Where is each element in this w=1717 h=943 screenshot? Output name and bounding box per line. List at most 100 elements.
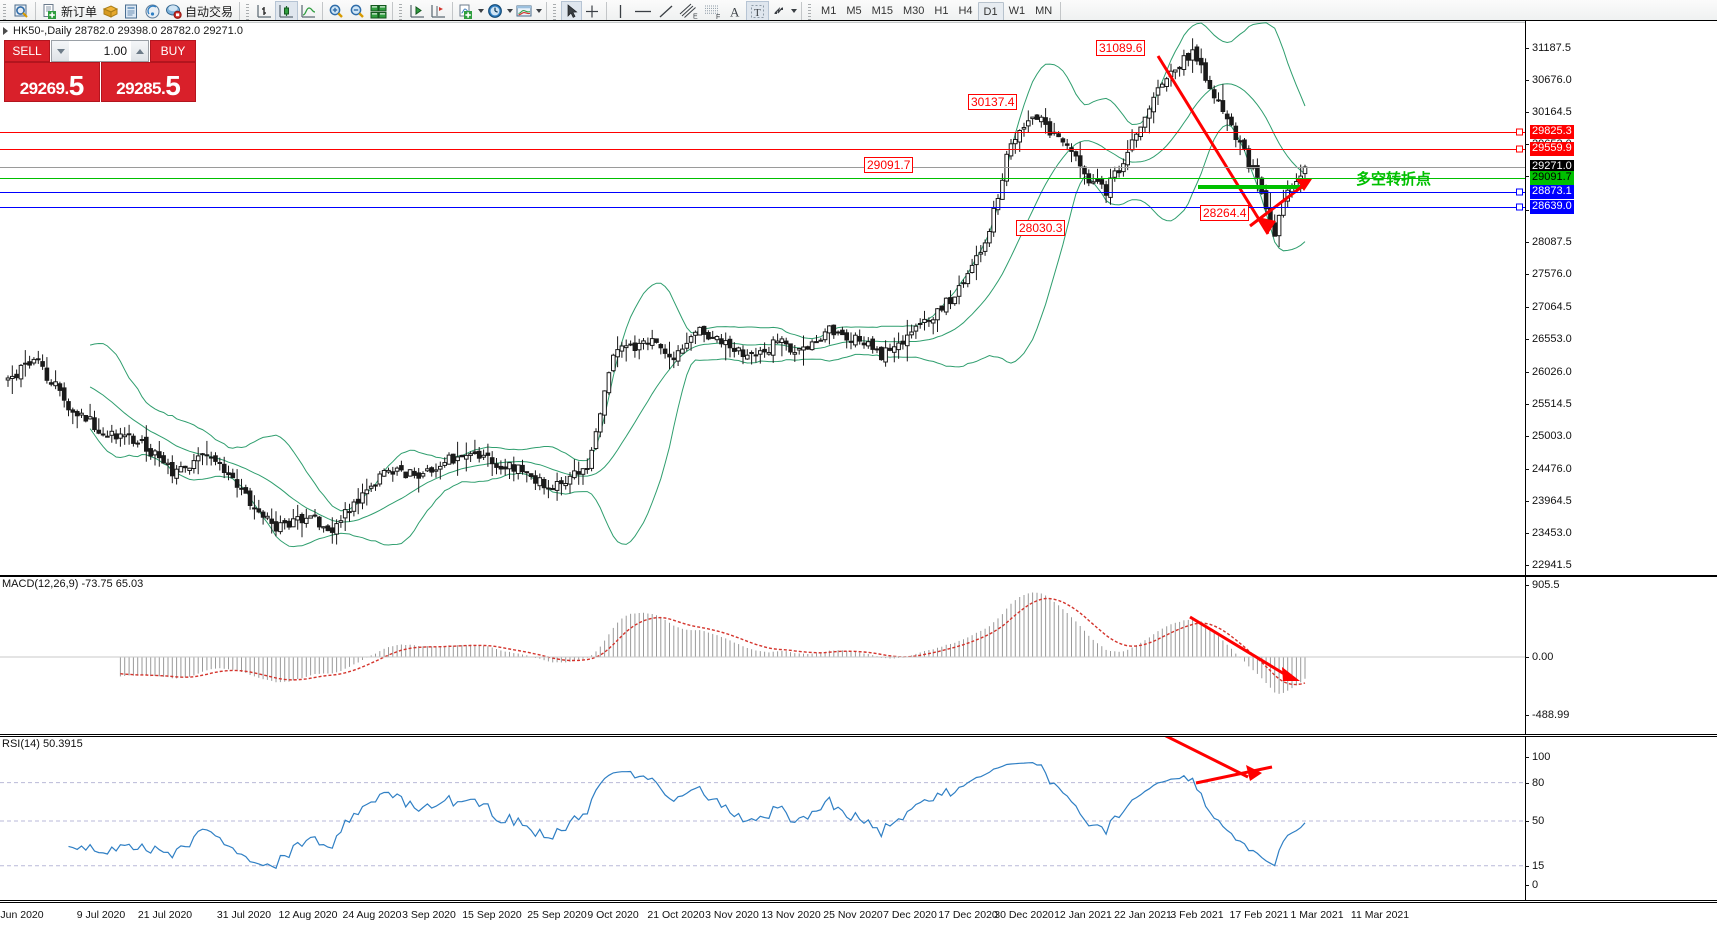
price-level-handle[interactable] <box>1516 145 1523 153</box>
timeframe-button-m15[interactable]: M15 <box>871 4 893 17</box>
price-level-chip[interactable]: 29825.3 <box>1530 125 1574 140</box>
price-level-line[interactable] <box>0 167 1525 169</box>
macd-plot[interactable] <box>0 577 1525 734</box>
timeframe-button-mn[interactable]: MN <box>1035 4 1053 17</box>
rsi-trendline-arrow[interactable] <box>1158 737 1249 779</box>
timeframe-button-d1[interactable]: D1 <box>977 1 1004 21</box>
shapes-arrows-icon-button[interactable] <box>769 1 798 21</box>
macd-axis[interactable]: 905.5 0.00 -488.99 <box>1524 577 1717 734</box>
collapse-triangle-icon[interactable] <box>3 27 8 35</box>
price-level-chip[interactable]: 28639.0 <box>1530 199 1574 214</box>
price-level-line[interactable] <box>0 132 1525 134</box>
fibonacci-retracement-icon-button[interactable]: F <box>701 1 725 21</box>
candle-bullish <box>697 326 703 336</box>
annotation-swing-low-1[interactable]: 28030.3 <box>1016 220 1066 236</box>
indicators-icon-button[interactable] <box>456 1 485 21</box>
toolbar-grip[interactable] <box>398 2 406 20</box>
volume-increase-button[interactable] <box>131 41 148 61</box>
autotrade-icon-button[interactable] <box>163 1 184 21</box>
new-order-label[interactable]: 新订单 <box>61 4 98 19</box>
timeframe-button-w1[interactable]: W1 <box>1008 4 1026 17</box>
rsi-axis[interactable]: 100 80 50 15 0 <box>1524 737 1717 900</box>
sell-button[interactable]: SELL <box>4 40 50 62</box>
volume-decrease-button[interactable] <box>52 41 69 61</box>
toolbar-grip[interactable] <box>2 2 9 20</box>
signal-icon-button[interactable] <box>142 1 163 21</box>
autotrade-label[interactable]: 自动交易 <box>185 4 234 19</box>
price-pane[interactable]: 31187.530676.030164.529653.029141.528599… <box>0 20 1717 576</box>
tile-windows-icon-button[interactable] <box>368 1 389 21</box>
candle-bearish <box>1177 66 1182 70</box>
rsi-pane[interactable]: 100 80 50 15 0 RSI(14) 50.3915 <box>0 736 1717 901</box>
timeframe-button-m1[interactable]: M1 <box>821 4 837 17</box>
price-level-handle[interactable] <box>1516 188 1523 196</box>
chevron-down-icon[interactable] <box>478 9 485 13</box>
candlestick-chart-icon-button[interactable] <box>275 1 299 21</box>
annotation-swing-high-1[interactable]: 31089.6 <box>1096 40 1146 56</box>
price-level-handle[interactable] <box>1516 203 1523 211</box>
timeframe-button-m30[interactable]: M30 <box>903 4 925 17</box>
price-axis[interactable]: 31187.530676.030164.529653.029141.528599… <box>1525 21 1717 575</box>
period-clock-icon-button[interactable] <box>485 1 514 21</box>
chinese-annotation-note[interactable]: 多空转折点 <box>1356 170 1432 188</box>
bar-chart-icon-button[interactable] <box>254 1 275 21</box>
price-level-line[interactable] <box>0 178 1525 180</box>
cursor-arrow-icon-button[interactable] <box>561 1 583 21</box>
drawn-trendline-arrows[interactable] <box>1156 55 1312 235</box>
macd-pane[interactable]: 905.5 0.00 -488.99 MACD(12,26,9) -73.75 65… <box>0 576 1717 735</box>
trendline-icon-button[interactable] <box>655 1 677 21</box>
volume-stepper[interactable]: 1.00 <box>51 40 149 62</box>
price-level-chip[interactable]: 29271.0 <box>1530 160 1574 175</box>
volume-value[interactable]: 1.00 <box>103 44 127 58</box>
zoom-out-icon-button[interactable] <box>347 1 368 21</box>
chevron-down-icon[interactable] <box>791 9 798 13</box>
candle-bullish <box>991 207 997 233</box>
price-level-handle[interactable] <box>1516 128 1523 136</box>
vertical-line-icon-button[interactable] <box>610 1 631 21</box>
book-icon-button[interactable] <box>121 1 142 21</box>
price-level-line[interactable] <box>0 192 1525 194</box>
chevron-down-icon[interactable] <box>536 9 543 13</box>
price-level-line[interactable] <box>0 206 1525 208</box>
buy-price-display[interactable]: 29285 . 5 <box>100 62 196 102</box>
crosshair-icon-button[interactable] <box>582 1 603 21</box>
rsi-support-arrow[interactable] <box>1195 765 1273 785</box>
toolbar-grip[interactable] <box>807 2 815 20</box>
line-chart-icon-button[interactable] <box>298 1 319 21</box>
wallet-icon-button[interactable] <box>100 1 121 21</box>
new-order-icon-button[interactable] <box>39 1 60 21</box>
equidistant-channel-icon-button[interactable]: E <box>677 1 701 21</box>
text-icon-button[interactable]: A <box>725 1 746 21</box>
horizontal-line-icon-button[interactable] <box>631 1 655 21</box>
price-level-chip[interactable]: 29559.9 <box>1530 142 1574 157</box>
candle-bullish <box>909 331 914 336</box>
price-level-chip[interactable]: 29091.7 <box>1530 171 1574 186</box>
templates-icon-button[interactable] <box>514 1 543 21</box>
trendline-up-arrow[interactable] <box>1249 180 1309 228</box>
price-level-chip[interactable]: 28873.1 <box>1530 185 1574 200</box>
toolbar-grip[interactable] <box>552 2 560 20</box>
toolbar-grip[interactable] <box>245 2 253 20</box>
timeframe-button-m5[interactable]: M5 <box>846 4 862 17</box>
timeframe-button-h1[interactable]: H1 <box>934 4 949 17</box>
trendline-down-arrow[interactable] <box>1156 55 1270 235</box>
rsi-plot[interactable] <box>0 737 1525 900</box>
date-axis[interactable]: Jun 2020 9 Jul 2020 21 Jul 2020 31 Jul 2020… <box>0 902 1717 943</box>
one-click-trading-panel[interactable]: SELL 1.00 BUY 29269 . 5 29285 . 5 <box>4 40 196 102</box>
buy-button[interactable]: BUY <box>150 40 196 62</box>
sell-price-display[interactable]: 29269 . 5 <box>4 62 100 102</box>
rsi-arrowhead <box>1246 765 1262 781</box>
price-level-line[interactable] <box>0 149 1525 151</box>
macd-trendline-arrow[interactable] <box>1189 615 1287 677</box>
timeframe-button-h4[interactable]: H4 <box>958 4 973 17</box>
chart-shift-icon-button[interactable] <box>428 1 449 21</box>
zoom-in-icon-button[interactable] <box>326 1 347 21</box>
text-label-icon-button[interactable]: T <box>746 1 770 21</box>
chevron-down-icon[interactable] <box>507 9 514 13</box>
price-plot[interactable] <box>0 21 1525 575</box>
annotation-level-1[interactable]: 29091.7 <box>864 157 914 173</box>
annotation-swing-high-2[interactable]: 30137.4 <box>968 94 1018 110</box>
zoom-glass-icon-button[interactable] <box>11 1 32 21</box>
annotation-swing-low-2[interactable]: 28264.4 <box>1200 205 1250 221</box>
auto-scroll-icon-button[interactable] <box>407 1 428 21</box>
